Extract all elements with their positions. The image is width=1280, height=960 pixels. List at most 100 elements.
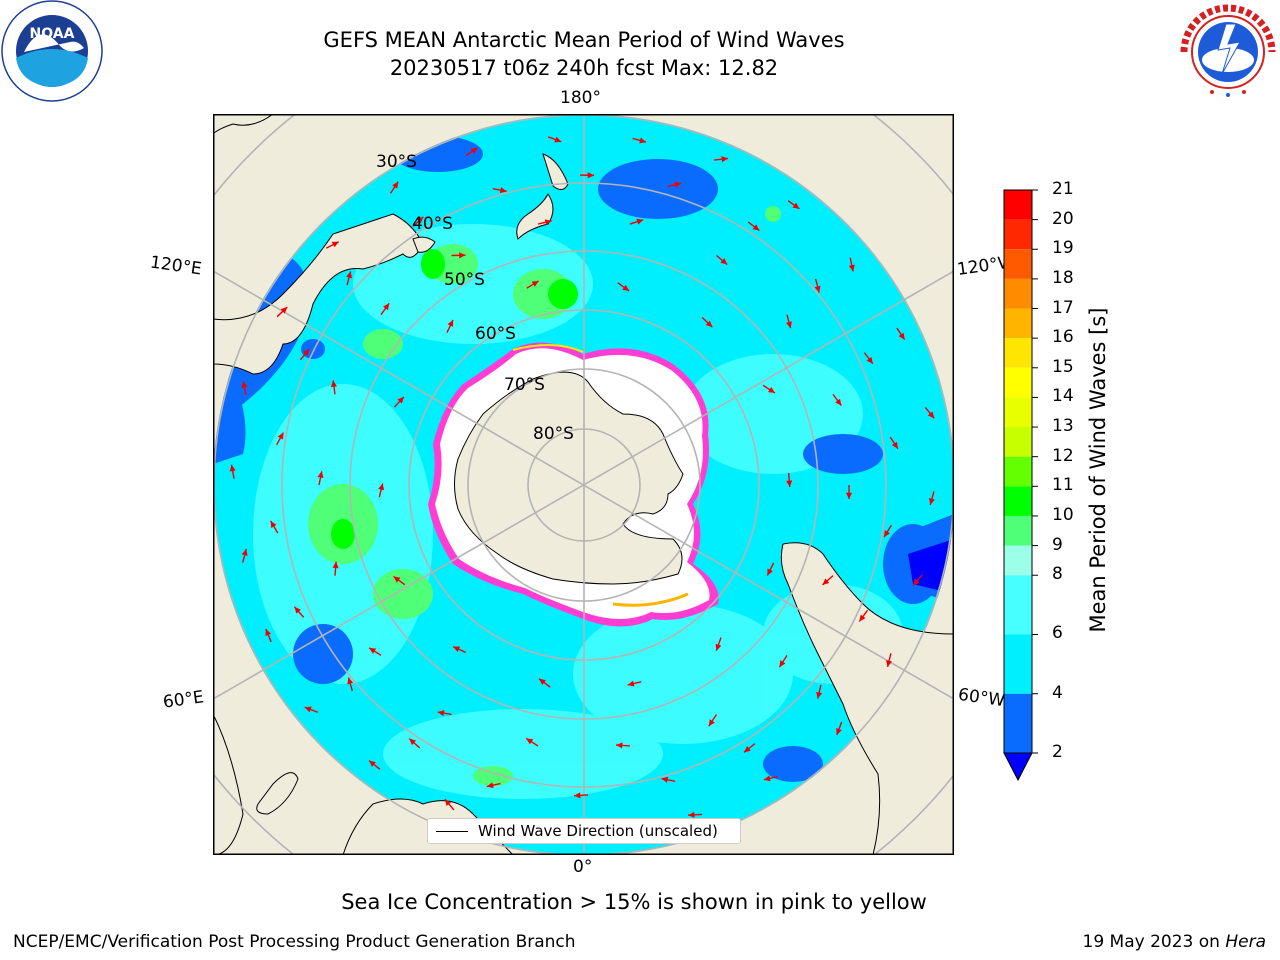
wave-arrow-head <box>835 398 842 406</box>
wave-arrow-head <box>743 746 751 753</box>
wave-arrow-head <box>636 218 644 225</box>
wave-arrow-head <box>763 775 771 782</box>
lat-label-40s: 40°S <box>412 214 453 234</box>
colorbar-tick-label: 12 <box>1052 445 1074 466</box>
footer-credit: NCEP/EMC/Verification Post Processing Pr… <box>13 932 576 952</box>
colorbar-segment <box>1004 486 1032 516</box>
wave-arrow-head <box>539 678 546 685</box>
title-line-1: GEFS MEAN Antarctic Mean Period of Wind … <box>323 28 845 52</box>
wave-arrow-head <box>913 578 920 586</box>
polar-map <box>213 114 954 855</box>
wave-arrow-head <box>816 691 823 699</box>
wave-arrow-head <box>786 480 793 487</box>
wave-arrow-head <box>639 137 647 144</box>
wave-arrow-head <box>330 380 337 388</box>
wave-arrow-head <box>814 285 821 293</box>
wave-arrow-head <box>397 396 404 404</box>
sea-ice-note: Sea Ice Concentration > 15% is shown in … <box>341 890 927 914</box>
wave-arrow-head <box>705 320 713 328</box>
wave-arrow-head <box>627 680 635 687</box>
wave-arrow-head <box>378 483 385 491</box>
wave-arrow-head <box>369 760 376 767</box>
colorbar-segment <box>1004 219 1032 250</box>
lat-label-60s: 60°S <box>475 324 516 344</box>
colorbar-segment <box>1004 427 1032 457</box>
colorbar-segment <box>1004 249 1032 279</box>
wave-arrow-head <box>544 219 552 226</box>
colorbar-tick-label: 15 <box>1052 356 1074 377</box>
wave-arrow-head <box>866 356 873 364</box>
colorbar-tick-label: 16 <box>1052 327 1074 348</box>
colorbar-tick-label: 19 <box>1052 238 1074 259</box>
map-border <box>213 114 954 855</box>
wave-arrow-head <box>229 464 236 472</box>
colorbar-segment <box>1004 367 1032 398</box>
colorbar-segment <box>1004 634 1032 694</box>
wave-arrow-head <box>928 498 935 505</box>
wave-arrow-head <box>767 568 773 576</box>
colorbar-tick-label: 13 <box>1052 416 1074 437</box>
wave-arrow-head <box>393 576 401 583</box>
wave-arrow-head <box>265 628 272 636</box>
wave-arrow-head <box>573 792 581 799</box>
period-under-2-patch <box>908 539 954 594</box>
wave-arrow-head <box>241 548 248 556</box>
wave-arrow-head <box>721 156 728 163</box>
wave-arrow-head <box>437 710 445 717</box>
wave-arrow-head <box>792 202 800 209</box>
wave-arrow-head <box>409 738 416 746</box>
wave-arrow-head <box>822 578 830 585</box>
chart-title: GEFS MEAN Antarctic Mean Period of Wind … <box>234 26 934 82</box>
wave-arrow-head <box>845 492 853 499</box>
lat-label-30s: 30°S <box>376 152 417 172</box>
wave-arrow-head <box>708 719 715 727</box>
lon-label-60w: 60°W <box>956 684 1007 712</box>
wave-arrow-head <box>447 319 454 327</box>
colorbar-tick-label: 4 <box>1052 682 1063 703</box>
wave-arrow-head <box>302 349 310 356</box>
wave-arrow-head <box>715 643 722 651</box>
colorbar-segment <box>1004 278 1032 309</box>
wave-arrow-head <box>304 706 312 713</box>
colorbar-tick-label: 20 <box>1052 208 1074 229</box>
colorbar-label: Mean Period of Wind Waves [s] <box>1086 307 1110 633</box>
lon-label-180: 180° <box>560 88 601 108</box>
wave-arrow-head <box>779 660 786 668</box>
wave-arrow-head <box>884 530 890 538</box>
colorbar-segment <box>1004 545 1032 576</box>
colorbar-tick-label: 11 <box>1052 475 1074 496</box>
noaa-logo-text: NOAA <box>30 26 75 42</box>
colorbar-tick-label: 10 <box>1052 504 1074 525</box>
wave-arrow-head <box>531 280 539 287</box>
footer-date: 19 May 2023 on Hera <box>1083 932 1267 952</box>
wave-arrow-head <box>392 181 399 189</box>
colorbar-segment <box>1004 190 1032 220</box>
colorbar-segment <box>1004 338 1032 368</box>
wave-arrow-head <box>554 136 562 143</box>
colorbar-under-triangle <box>1003 752 1033 782</box>
wave-arrow-head <box>587 172 595 179</box>
period-10-11-patches <box>331 249 578 549</box>
lat-label-70s: 70°S <box>504 375 545 395</box>
wave-arrow-head <box>486 782 494 789</box>
wave-arrow-head <box>886 660 893 667</box>
lat-label-80s: 80°S <box>533 424 574 444</box>
noaa-logo: NOAA <box>1 0 103 102</box>
colorbar-tick-label: 17 <box>1052 297 1074 318</box>
title-line-2: 20230517 t06z 240h fcst Max: 12.82 <box>389 56 779 80</box>
wave-arrow-head <box>416 216 424 224</box>
footer-host: Hera <box>1225 932 1266 952</box>
antarctica <box>454 371 684 585</box>
colorbar-tick-label: 14 <box>1052 386 1074 407</box>
colorbar-tick-label: 18 <box>1052 267 1074 288</box>
colorbar <box>1003 189 1038 782</box>
colorbar-segment <box>1004 397 1032 428</box>
wave-arrow-head <box>280 307 288 314</box>
colorbar-tick-label: 8 <box>1052 564 1063 585</box>
lon-label-0: 0° <box>573 857 593 877</box>
wave-arrow-head <box>241 381 248 388</box>
colorbar-tick-label: 9 <box>1052 534 1063 555</box>
wave-arrow-head <box>786 321 792 329</box>
wave-arrow-head <box>836 728 842 735</box>
wave-arrow-head <box>470 147 478 154</box>
